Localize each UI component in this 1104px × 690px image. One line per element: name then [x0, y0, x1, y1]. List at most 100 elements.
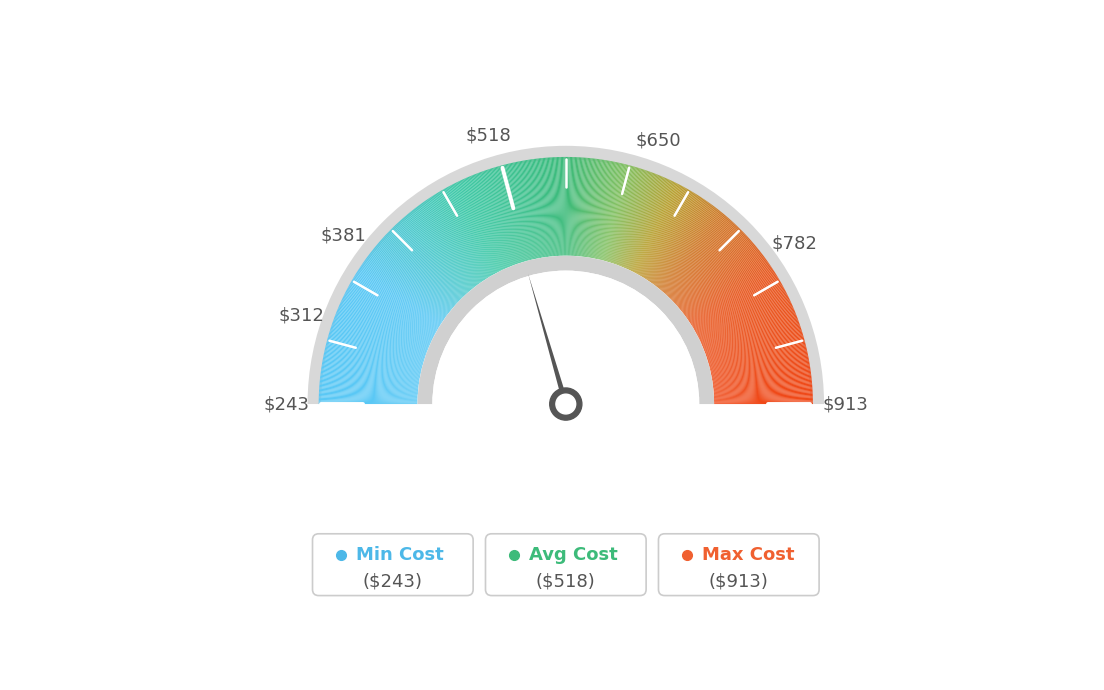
Wedge shape [711, 350, 807, 373]
Wedge shape [320, 380, 418, 390]
Wedge shape [471, 175, 510, 267]
Wedge shape [402, 219, 468, 293]
Wedge shape [645, 195, 699, 279]
Wedge shape [478, 172, 514, 266]
Wedge shape [381, 239, 455, 306]
Wedge shape [361, 265, 443, 322]
Wedge shape [493, 168, 523, 262]
Wedge shape [341, 300, 432, 342]
Wedge shape [606, 166, 635, 262]
Wedge shape [385, 235, 458, 303]
Wedge shape [332, 323, 426, 356]
Wedge shape [582, 159, 594, 257]
Wedge shape [337, 310, 428, 348]
Wedge shape [625, 177, 665, 268]
Wedge shape [584, 159, 598, 257]
Wedge shape [524, 160, 542, 258]
Wedge shape [347, 288, 435, 335]
Wedge shape [705, 319, 798, 354]
Wedge shape [710, 345, 806, 369]
Wedge shape [638, 189, 688, 275]
Text: ($518): ($518) [535, 573, 596, 591]
Wedge shape [630, 181, 675, 271]
Wedge shape [376, 244, 453, 309]
Wedge shape [704, 317, 797, 353]
Wedge shape [613, 170, 646, 264]
Wedge shape [714, 402, 813, 403]
Wedge shape [599, 164, 624, 260]
Wedge shape [617, 172, 652, 265]
Wedge shape [415, 207, 476, 286]
Wedge shape [416, 206, 477, 286]
Wedge shape [628, 180, 671, 270]
Wedge shape [325, 351, 421, 373]
Wedge shape [698, 290, 786, 337]
Wedge shape [339, 306, 429, 346]
Wedge shape [687, 262, 768, 319]
Wedge shape [542, 158, 553, 257]
Wedge shape [707, 325, 800, 357]
Wedge shape [690, 268, 773, 324]
Wedge shape [712, 360, 809, 379]
Wedge shape [575, 157, 583, 256]
Wedge shape [530, 159, 545, 257]
Wedge shape [619, 173, 656, 266]
Wedge shape [675, 237, 749, 304]
Wedge shape [320, 377, 418, 388]
Wedge shape [367, 257, 447, 316]
Wedge shape [369, 254, 448, 315]
Wedge shape [669, 228, 740, 299]
Wedge shape [319, 388, 417, 395]
Wedge shape [569, 157, 571, 256]
Wedge shape [333, 319, 426, 354]
Wedge shape [655, 206, 715, 286]
Wedge shape [703, 310, 795, 348]
Wedge shape [701, 302, 792, 344]
Circle shape [556, 394, 575, 414]
Wedge shape [713, 377, 811, 388]
Wedge shape [365, 258, 446, 317]
Wedge shape [713, 384, 813, 393]
Wedge shape [656, 207, 716, 286]
Wedge shape [341, 299, 432, 342]
Wedge shape [598, 163, 620, 259]
Wedge shape [683, 253, 762, 314]
Wedge shape [458, 181, 502, 270]
Wedge shape [713, 372, 811, 386]
Wedge shape [713, 378, 811, 389]
Wedge shape [320, 381, 418, 391]
Wedge shape [337, 310, 428, 348]
Wedge shape [503, 165, 529, 261]
Wedge shape [323, 353, 421, 374]
Wedge shape [553, 157, 559, 256]
Wedge shape [646, 196, 700, 279]
Wedge shape [325, 348, 422, 371]
Wedge shape [433, 270, 699, 404]
Wedge shape [597, 163, 619, 259]
Wedge shape [507, 164, 531, 260]
Wedge shape [476, 173, 512, 266]
Wedge shape [319, 394, 417, 399]
Wedge shape [603, 165, 628, 261]
Wedge shape [588, 160, 605, 257]
Wedge shape [358, 270, 440, 324]
Wedge shape [322, 359, 420, 378]
Wedge shape [375, 246, 452, 310]
Wedge shape [594, 161, 614, 259]
Wedge shape [682, 250, 761, 313]
Wedge shape [662, 216, 728, 292]
Wedge shape [613, 170, 645, 264]
Wedge shape [625, 178, 667, 268]
Wedge shape [399, 221, 466, 295]
Wedge shape [714, 390, 813, 396]
Wedge shape [700, 299, 790, 342]
Wedge shape [320, 378, 418, 389]
Wedge shape [394, 226, 464, 297]
Wedge shape [711, 355, 808, 375]
Text: $913: $913 [822, 395, 868, 413]
Wedge shape [439, 191, 490, 277]
Wedge shape [529, 159, 544, 257]
Wedge shape [323, 355, 421, 375]
FancyBboxPatch shape [312, 534, 474, 595]
Wedge shape [703, 313, 796, 351]
